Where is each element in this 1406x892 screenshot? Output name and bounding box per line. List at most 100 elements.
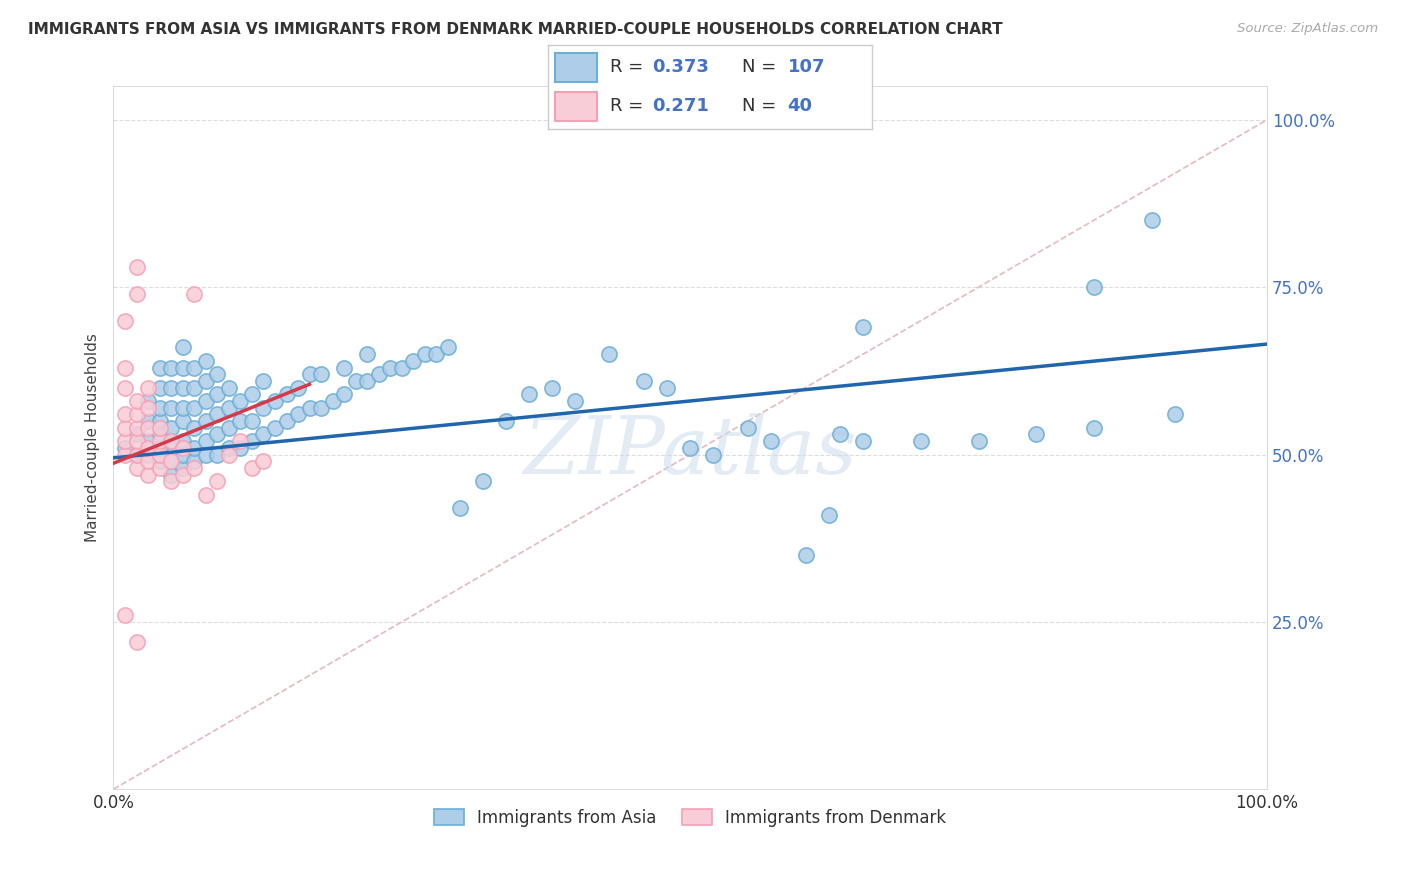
Point — [183, 454, 205, 468]
Point — [218, 441, 240, 455]
Point — [125, 421, 148, 435]
Point — [207, 475, 229, 489]
Point — [1083, 280, 1105, 294]
Point — [540, 381, 562, 395]
Point — [149, 434, 172, 449]
Point — [136, 421, 159, 435]
Point — [149, 421, 172, 435]
Point — [252, 454, 274, 468]
Point — [402, 353, 425, 368]
Point — [240, 414, 263, 428]
Text: 0.373: 0.373 — [652, 59, 709, 77]
Point — [136, 448, 159, 462]
Point — [149, 448, 172, 462]
Point — [114, 441, 136, 455]
Point — [910, 434, 932, 449]
Point — [287, 408, 309, 422]
Point — [194, 414, 217, 428]
Point — [125, 394, 148, 409]
Point — [149, 461, 172, 475]
Y-axis label: Married-couple Households: Married-couple Households — [86, 334, 100, 542]
Point — [679, 441, 702, 455]
Point — [207, 408, 229, 422]
Point — [413, 347, 436, 361]
Point — [125, 448, 148, 462]
Point — [633, 374, 655, 388]
Point — [136, 434, 159, 449]
Point — [517, 387, 540, 401]
Point — [136, 401, 159, 415]
Point — [240, 461, 263, 475]
Point — [449, 501, 471, 516]
Point — [852, 320, 875, 334]
Point — [702, 448, 724, 462]
Point — [264, 421, 287, 435]
Point — [344, 374, 367, 388]
Point — [564, 394, 586, 409]
Point — [114, 313, 136, 327]
Point — [817, 508, 839, 522]
Point — [114, 608, 136, 623]
Point — [114, 434, 136, 449]
Point — [333, 387, 356, 401]
Point — [287, 381, 309, 395]
Point — [229, 414, 252, 428]
Point — [437, 340, 460, 354]
Point — [252, 374, 274, 388]
Text: ZIPatlas: ZIPatlas — [523, 413, 856, 491]
Point — [264, 394, 287, 409]
Point — [125, 286, 148, 301]
Point — [207, 368, 229, 382]
Point — [229, 434, 252, 449]
Text: Source: ZipAtlas.com: Source: ZipAtlas.com — [1237, 22, 1378, 36]
Point — [136, 467, 159, 482]
Point — [229, 394, 252, 409]
Point — [194, 353, 217, 368]
Point — [309, 401, 332, 415]
Legend: Immigrants from Asia, Immigrants from Denmark: Immigrants from Asia, Immigrants from De… — [427, 802, 953, 834]
Point — [183, 461, 205, 475]
Point — [322, 394, 344, 409]
Point — [276, 387, 298, 401]
Point — [160, 454, 183, 468]
Point — [207, 387, 229, 401]
Point — [218, 448, 240, 462]
Point — [172, 448, 194, 462]
Point — [149, 401, 172, 415]
Point — [194, 488, 217, 502]
Point — [1163, 408, 1185, 422]
Point — [240, 434, 263, 449]
Point — [1140, 213, 1163, 227]
Point — [967, 434, 990, 449]
Point — [172, 434, 194, 449]
Point — [172, 401, 194, 415]
Point — [298, 368, 321, 382]
Point — [172, 441, 194, 455]
Point — [160, 434, 183, 449]
Point — [655, 381, 678, 395]
Point — [149, 381, 172, 395]
Point — [252, 401, 274, 415]
Point — [136, 394, 159, 409]
Point — [172, 414, 194, 428]
Point — [160, 381, 183, 395]
Point — [125, 427, 148, 442]
Text: N =: N = — [742, 59, 782, 77]
Point — [160, 421, 183, 435]
Point — [240, 387, 263, 401]
Point — [160, 454, 183, 468]
Point — [114, 448, 136, 462]
Text: N =: N = — [742, 97, 782, 115]
Point — [598, 347, 620, 361]
Point — [172, 381, 194, 395]
Point — [495, 414, 517, 428]
Point — [136, 381, 159, 395]
Point — [136, 414, 159, 428]
Point — [1025, 427, 1047, 442]
Point — [160, 434, 183, 449]
Point — [183, 286, 205, 301]
Text: 40: 40 — [787, 97, 813, 115]
Point — [172, 340, 194, 354]
Point — [207, 427, 229, 442]
Point — [852, 434, 875, 449]
